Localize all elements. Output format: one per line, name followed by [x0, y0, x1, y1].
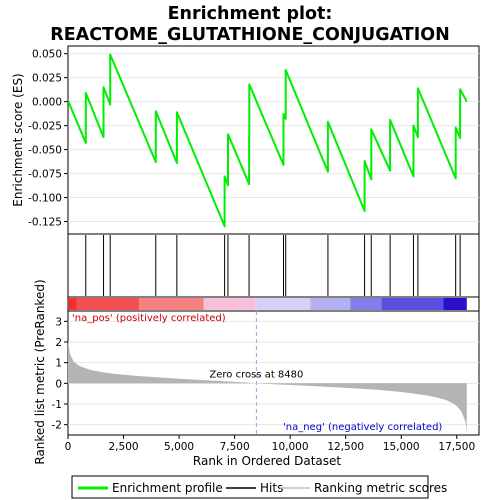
rank-bar-segment [76, 298, 140, 310]
metric-plot-area [67, 310, 480, 436]
chart-title-line2: REACTOME_GLUTATHIONE_CONJUGATION [50, 25, 450, 45]
es-y-axis-label: Enrichment score (ES) [11, 73, 25, 206]
rank-bar-segment [139, 298, 204, 310]
x-tick-label: 12,500 [327, 441, 364, 453]
x-tick-label: 0 [65, 441, 72, 453]
rank-bar-segment [443, 298, 467, 310]
chart-title-line1: Enrichment plot: [168, 4, 333, 24]
hits-panel [67, 233, 480, 298]
x-axis-ticks: 0 2,500 5,000 7,500 10,000 12,500 15,000 17,500 [65, 435, 475, 453]
legend-enrichment-profile: Enrichment profile [112, 481, 223, 495]
x-tick-label: 2,500 [109, 441, 139, 453]
metric-y-ticks: 3 2 1 0 -1 -2 [52, 316, 68, 432]
legend-hits: Hits [260, 481, 283, 495]
zero-cross-label: Zero cross at 8480 [209, 369, 303, 380]
rank-bar-segment [68, 298, 77, 310]
hit-markers [85, 235, 461, 296]
negative-correlation-label: 'na_neg' (negatively correlated) [283, 422, 442, 433]
legend-ranking-metric: Ranking metric scores [314, 481, 447, 495]
metric-y-tick-label: 1 [55, 358, 62, 370]
metric-y-tick-label: 3 [55, 316, 62, 328]
legend-box [71, 475, 429, 499]
es-y-tick-label: -0.100 [28, 193, 62, 205]
es-y-tick-label: 0.050 [32, 49, 62, 61]
es-y-tick-label: 0.025 [32, 73, 62, 85]
positive-correlation-label: 'na_pos' (positively correlated) [72, 313, 226, 324]
rank-bar-segment [381, 298, 444, 310]
metric-y-tick-label: 2 [55, 337, 62, 349]
rank-color-bar [68, 298, 467, 310]
metric-y-tick-label: 0 [55, 378, 62, 390]
metric-y-tick-label: -1 [52, 399, 62, 411]
es-gridlines [68, 53, 479, 223]
rank-bar-segment [310, 298, 351, 310]
es-curve [67, 53, 468, 228]
metric-y-tick-label: -2 [52, 420, 62, 432]
x-tick-label: 15,000 [383, 441, 420, 453]
es-y-tick-label: 0.000 [32, 97, 62, 109]
es-y-tick-label: -0.025 [28, 121, 62, 133]
es-y-tick-label: -0.075 [28, 169, 62, 181]
rank-bar-segment [350, 298, 382, 310]
x-tick-label: 17,500 [438, 441, 475, 453]
x-axis-label: Rank in Ordered Dataset [193, 454, 341, 468]
x-tick-label: 5,000 [164, 441, 194, 453]
metric-y-axis-label: Ranked list metric (PreRanked) [33, 279, 47, 464]
es-y-tick-label: -0.050 [28, 145, 62, 157]
rank-bar-segment [254, 298, 311, 310]
metric-area [68, 342, 467, 433]
es-y-tick-label: -0.125 [28, 217, 62, 229]
x-tick-label: 7,500 [220, 441, 250, 453]
es-y-ticks: 0.050 0.025 0.000 -0.025 -0.050 -0.075 -0.100 -… [28, 49, 68, 229]
rank-bar-segment [203, 298, 255, 310]
x-tick-label: 10,000 [272, 441, 309, 453]
